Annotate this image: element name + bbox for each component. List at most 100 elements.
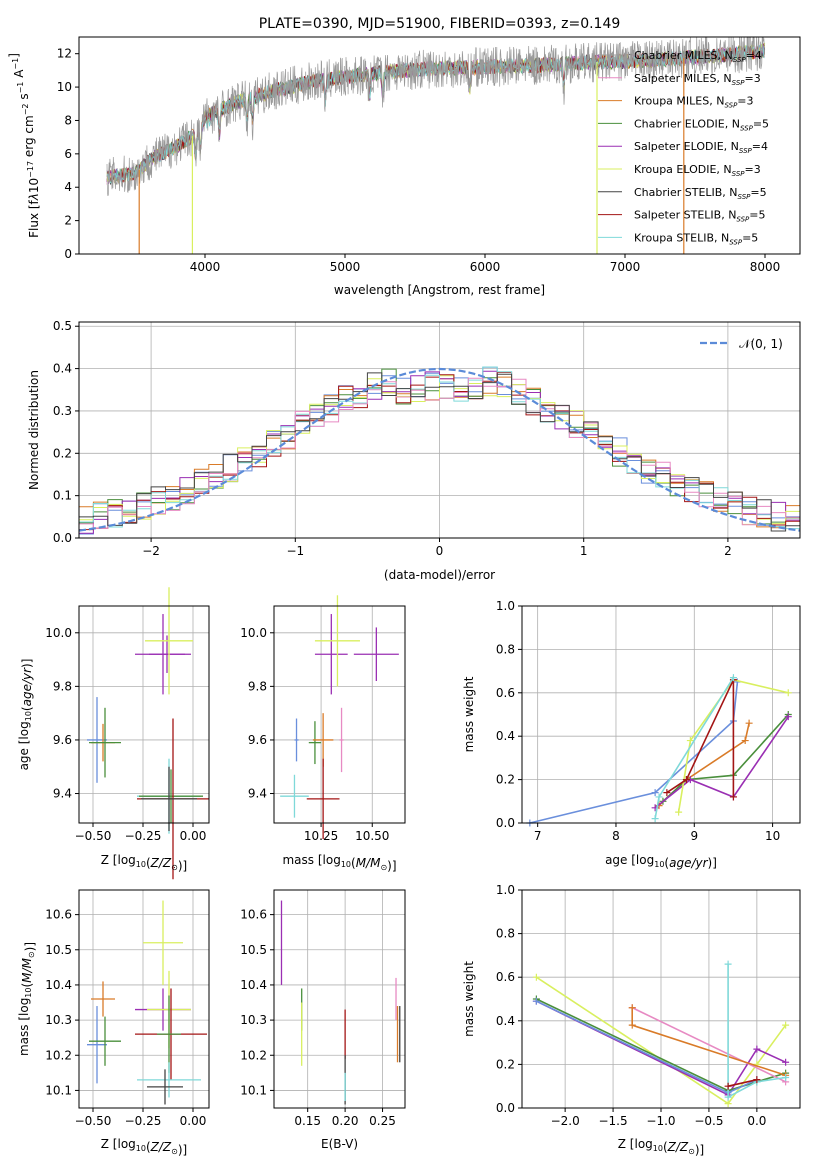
axes-frame: [78, 36, 801, 255]
y-axis-label-part: −17: [26, 161, 35, 178]
axes-frame: [521, 605, 801, 824]
y-tick-label: 10.6: [45, 908, 72, 922]
y-axis-label: Normed distribution: [27, 370, 41, 490]
weight-marker: [784, 689, 792, 697]
weight-marker: [724, 1093, 732, 1101]
y-tick-label: 0.4: [496, 1014, 515, 1028]
y-axis-label-part: (: [20, 706, 34, 711]
y-tick-label: 0.2: [53, 446, 72, 460]
x-axis-label-part: Z [log: [101, 1137, 136, 1151]
x-tick-label: −2.0: [551, 1114, 580, 1128]
y-axis-label-part: )]: [20, 659, 34, 668]
spectrum-lines: [106, 37, 766, 254]
legend-name: Salpeter STELIB, N: [634, 209, 736, 222]
spectrum-series-0: [106, 37, 766, 197]
legend-name: Chabrier STELIB, N: [634, 186, 738, 199]
legend-sub: SSP: [740, 124, 754, 132]
x-tick-label: 5000: [330, 260, 361, 274]
y-tick-label: 0.0: [496, 816, 515, 830]
legend-sub: SSP: [733, 56, 747, 64]
weight-marker: [675, 808, 683, 816]
x-axis-label-part: )]: [178, 1143, 187, 1157]
y-axis-label-part: ]: [7, 53, 21, 58]
legend-eq: =3: [737, 95, 753, 108]
x-tick-label: 10: [765, 829, 780, 843]
x-tick-label: 0.25: [369, 1114, 396, 1128]
x-tick-label: −1.0: [646, 1114, 675, 1128]
y-tick-label: 2: [64, 214, 72, 228]
weight-marker: [782, 1073, 790, 1081]
legend-name: Chabrier ELODIE, N: [634, 117, 740, 130]
weight-marker: [663, 789, 671, 797]
legend-eq: =5: [749, 209, 765, 222]
y-axis-label: age [log10(age/yr)]: [17, 659, 34, 771]
hist-series-7: [79, 377, 800, 529]
legend-entry: Kroupa ELODIE, NSSP=3: [634, 163, 761, 178]
legend-entry: 𝒩(0, 1): [739, 337, 783, 351]
legend-entry: Salpeter ELODIE, NSSP=4: [634, 140, 768, 155]
x-axis-label: mass [log10(M/M⊙)]: [282, 853, 396, 873]
x-axis-label-part: 10: [136, 860, 146, 869]
x-tick-label: 0.20: [332, 1114, 359, 1128]
y-axis-label: mass weight: [462, 961, 476, 1037]
weight-series-4: [677, 678, 789, 813]
legend-entry: Chabrier MILES, NSSP=4: [634, 49, 762, 64]
legend-eq: =4: [752, 140, 768, 153]
legend-name: Salpeter MILES, N: [634, 72, 732, 85]
legend-eq: =5: [753, 117, 769, 130]
weight-marker: [682, 776, 690, 784]
legend-sub: SSP: [729, 238, 743, 246]
x-axis-label-part: )]: [708, 856, 717, 870]
y-tick-label: 10.6: [240, 908, 267, 922]
y-axis-label-part: λ: [27, 193, 41, 201]
y-tick-label: 0.6: [496, 970, 515, 984]
y-tick-label: 10.2: [45, 1048, 72, 1062]
legend-eq: =4: [746, 49, 762, 62]
y-tick-label: 0.2: [496, 773, 515, 787]
weight-marker: [729, 793, 737, 801]
x-tick-label: −1: [286, 544, 304, 558]
x-axis-label-part: (: [664, 856, 669, 870]
legend-eq: =5: [750, 186, 766, 199]
y-tick-label: 9.8: [248, 679, 267, 693]
legend-sub: SSP: [732, 170, 746, 178]
y-tick-label: 0.0: [496, 1101, 515, 1115]
y-tick-label: 10.0: [45, 626, 72, 640]
x-axis-label-part: (: [351, 856, 356, 870]
y-axis-label-part: (: [20, 983, 34, 988]
x-tick-label: 0.0: [747, 1114, 766, 1128]
legend-eq: =3: [745, 72, 761, 85]
x-tick-label: −1.5: [598, 1114, 627, 1128]
legend-entry: Chabrier STELIB, NSSP=5: [634, 186, 767, 201]
y-tick-label: 1.0: [496, 599, 515, 613]
weight-series-5: [666, 679, 735, 797]
hist-series-6: [79, 366, 800, 530]
y-tick-label: 0.2: [496, 1057, 515, 1071]
weight-marker: [651, 789, 659, 797]
legend-entry: Kroupa STELIB, NSSP=5: [634, 231, 758, 246]
x-axis-label: Z [log10(Z/Z⊙)]: [618, 1137, 704, 1157]
weight-series-1: [536, 1000, 786, 1096]
x-tick-label: −0.50: [75, 1114, 112, 1128]
y-axis-label-part: erg cm: [22, 115, 36, 161]
y-tick-label: 0.4: [496, 729, 515, 743]
x-tick-label: 9: [690, 829, 698, 843]
weight-marker: [628, 1004, 636, 1012]
y-axis-label-part: 10: [24, 711, 33, 721]
x-tick-label: 8: [612, 829, 620, 843]
x-axis-label-part: )]: [178, 859, 187, 873]
y-tick-label: 10: [57, 80, 72, 94]
y-axis-label-part: mass [log: [17, 998, 31, 1056]
x-axis-label-part: mass [log: [282, 853, 340, 867]
x-tick-label: 1: [580, 544, 588, 558]
x-tick-label: −0.5: [694, 1114, 723, 1128]
legend-sub: SSP: [724, 102, 738, 110]
weight-marker: [651, 815, 659, 823]
y-tick-label: 9.6: [248, 733, 267, 747]
weight-marker: [782, 1058, 790, 1066]
legend-name: Kroupa MILES, N: [634, 95, 724, 108]
y-tick-label: 10.5: [45, 943, 72, 957]
weight-series-7: [727, 1078, 758, 1087]
y-tick-label: 8: [64, 113, 72, 127]
y-tick-label: 0.3: [53, 404, 72, 418]
